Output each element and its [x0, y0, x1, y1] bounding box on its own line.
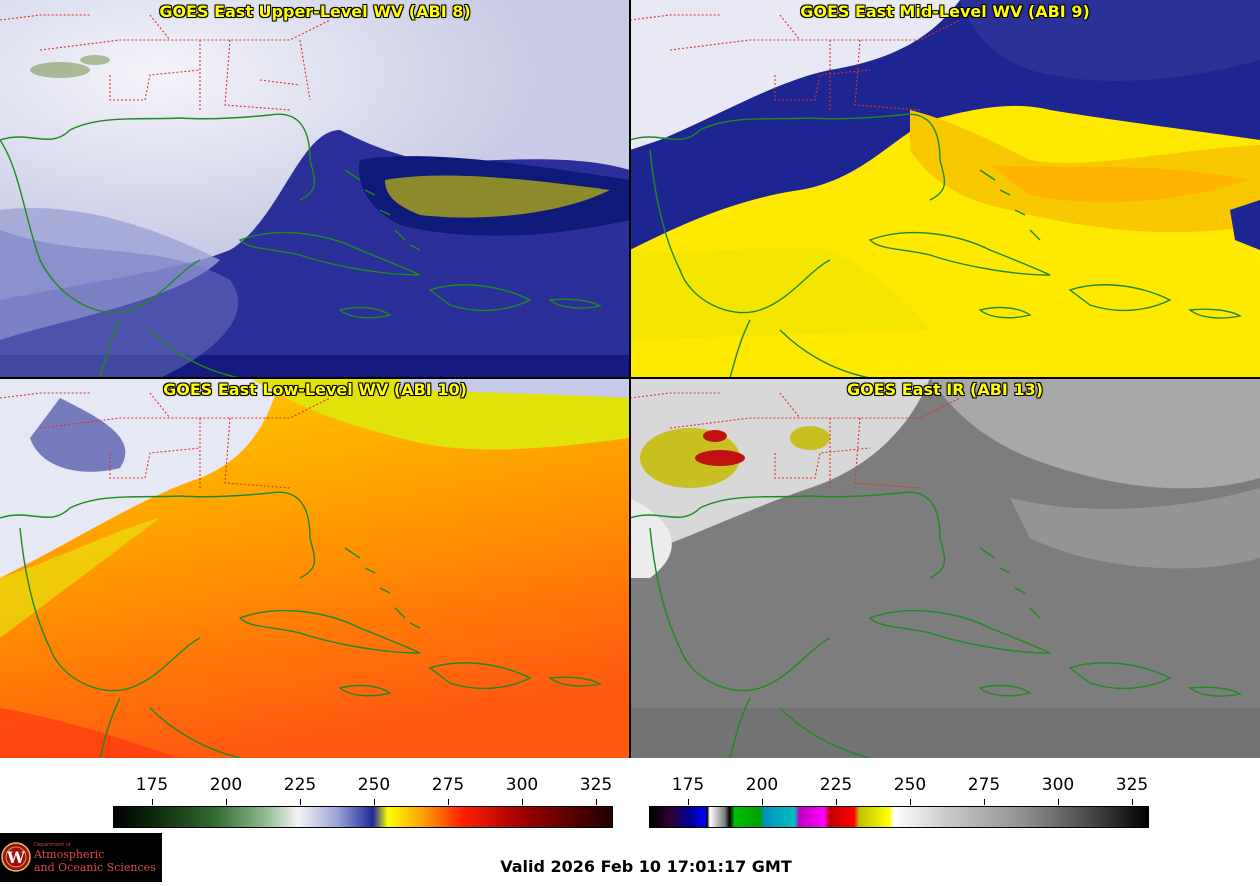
ir-tick-mark: [1058, 799, 1059, 805]
wv-tick-mark: [226, 799, 227, 805]
aos-logo: W Department of Atmospheric and Oceanic …: [0, 833, 162, 882]
ir-tick-mark: [1132, 799, 1133, 805]
wv-tick-mark: [300, 799, 301, 805]
ir-tick-label: 175: [671, 775, 705, 795]
ir-tick-label: 275: [967, 775, 1001, 795]
panel-title: GOES East Mid-Level WV (ABI 9): [800, 2, 1090, 21]
low-level-wv-imagery: [0, 378, 630, 758]
wv-tick-label: 200: [209, 775, 243, 795]
logo-department: Department of: [34, 842, 71, 848]
panel-ir: GOES East IR (ABI 13): [630, 378, 1260, 758]
logo-line1: Atmospheric: [33, 848, 104, 861]
wv-tick-mark: [374, 799, 375, 805]
panel-upper-level-wv: GOES East Upper-Level WV (ABI 8): [0, 0, 630, 378]
ir-imagery: [630, 378, 1260, 758]
ir-tick-mark: [910, 799, 911, 805]
ir-tick-mark: [984, 799, 985, 805]
wv-tick-label: 250: [357, 775, 391, 795]
valid-time: Valid 2026 Feb 10 17:01:17 GMT: [500, 857, 792, 876]
ir-tick-label: 300: [1041, 775, 1075, 795]
ir-tick-mark: [762, 799, 763, 805]
panel-title: GOES East IR (ABI 13): [846, 380, 1044, 399]
panel-divider-horizontal: [0, 377, 1260, 379]
uw-seal-icon: W Department of Atmospheric and Oceanic …: [1, 842, 156, 874]
ir-colorbar: [649, 806, 1149, 828]
logo-line2: and Oceanic Sciences: [34, 861, 156, 874]
wv-colorbar: [113, 806, 613, 828]
wv-tick-mark: [448, 799, 449, 805]
seal-letter: W: [6, 848, 26, 867]
ir-tick-label: 200: [745, 775, 779, 795]
wv-tick-label: 275: [431, 775, 465, 795]
panel-title: GOES East Upper-Level WV (ABI 8): [159, 2, 471, 21]
wv-tick-label: 300: [505, 775, 539, 795]
ir-tick-label: 325: [1115, 775, 1149, 795]
ir-colorbar-ticks: 175 200 225 250 275 300 325: [649, 775, 1149, 805]
wv-tick-mark: [152, 799, 153, 805]
upper-level-wv-imagery: [0, 0, 630, 378]
wv-colorbar-ticks: 175 200 225 250 275 300 325: [113, 775, 613, 805]
mid-level-wv-imagery: [630, 0, 1260, 378]
wv-tick-label: 175: [135, 775, 169, 795]
wv-tick-label: 325: [579, 775, 613, 795]
ir-tick-mark: [836, 799, 837, 805]
panel-mid-level-wv: GOES East Mid-Level WV (ABI 9): [630, 0, 1260, 378]
wv-tick-mark: [596, 799, 597, 805]
panel-divider-vertical: [629, 0, 631, 758]
wv-tick-mark: [522, 799, 523, 805]
panel-title: GOES East Low-Level WV (ABI 10): [163, 380, 467, 399]
ir-tick-mark: [688, 799, 689, 805]
wv-tick-label: 225: [283, 775, 317, 795]
panel-low-level-wv: GOES East Low-Level WV (ABI 10): [0, 378, 630, 758]
ir-tick-label: 250: [893, 775, 927, 795]
ir-tick-label: 225: [819, 775, 853, 795]
